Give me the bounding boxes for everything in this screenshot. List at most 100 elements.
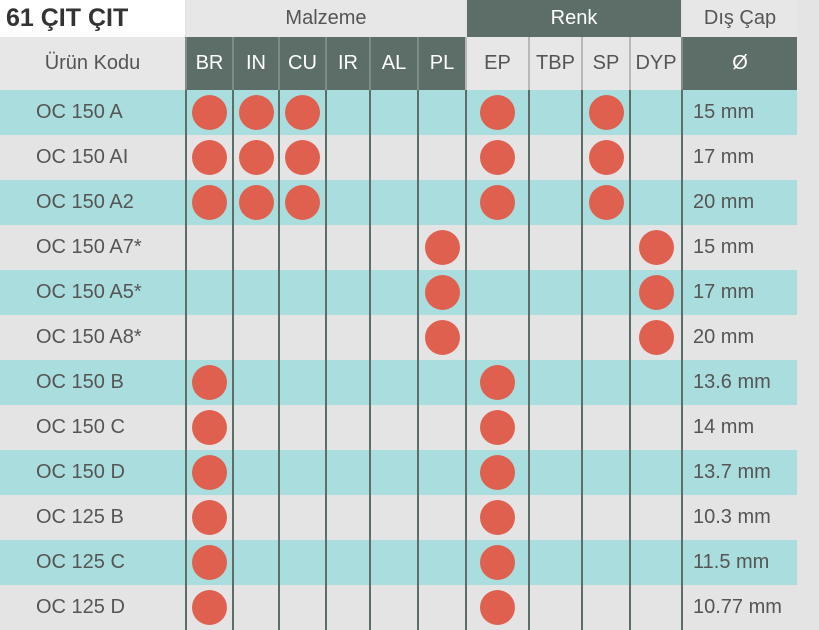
availability-dot-icon xyxy=(285,95,320,130)
row-code: OC 150 AI xyxy=(0,135,185,180)
col-header-ir: IR xyxy=(325,37,369,90)
cell-ir xyxy=(325,405,369,450)
cell-cu xyxy=(278,315,325,360)
availability-dot-icon xyxy=(192,500,227,535)
cell-in xyxy=(232,135,278,180)
availability-dot-icon xyxy=(192,185,227,220)
cell-ir xyxy=(325,90,369,135)
availability-dot-icon xyxy=(238,140,274,175)
availability-dot-icon xyxy=(638,230,674,265)
cell-sp xyxy=(581,180,629,225)
cell-al xyxy=(369,585,417,630)
cell-in xyxy=(232,360,278,405)
cell-cu xyxy=(278,405,325,450)
cell-sp xyxy=(581,135,629,180)
cell-al xyxy=(369,135,417,180)
cell-tbp xyxy=(528,405,581,450)
row-diameter: 10.77 mm xyxy=(681,585,797,630)
cell-pl xyxy=(417,225,465,270)
availability-dot-icon xyxy=(638,275,674,310)
cell-ir xyxy=(325,180,369,225)
availability-dot-icon xyxy=(588,185,624,220)
cell-ir xyxy=(325,585,369,630)
cell-sp xyxy=(581,270,629,315)
cell-pl xyxy=(417,405,465,450)
cell-cu xyxy=(278,90,325,135)
cell-cu xyxy=(278,270,325,315)
dis-cap-header: Dış Çap xyxy=(681,0,797,37)
cell-cu xyxy=(278,585,325,630)
row-code: OC 150 A5* xyxy=(0,270,185,315)
row-code: OC 125 B xyxy=(0,495,185,540)
row-diameter: 17 mm xyxy=(681,270,797,315)
row-code: OC 150 D xyxy=(0,450,185,495)
availability-dot-icon xyxy=(480,185,515,220)
malzeme-group-header: Malzeme xyxy=(185,0,465,37)
cell-tbp xyxy=(528,585,581,630)
col-header-tbp: TBP xyxy=(528,37,581,90)
availability-dot-icon xyxy=(192,590,227,625)
cell-al xyxy=(369,540,417,585)
availability-dot-icon xyxy=(238,185,274,220)
cell-cu xyxy=(278,180,325,225)
cell-br xyxy=(185,270,232,315)
cell-ir xyxy=(325,225,369,270)
cell-sp xyxy=(581,450,629,495)
availability-dot-icon xyxy=(588,140,624,175)
cell-al xyxy=(369,450,417,495)
availability-dot-icon xyxy=(480,545,515,580)
cell-tbp xyxy=(528,315,581,360)
availability-dot-icon xyxy=(192,410,227,445)
cell-sp xyxy=(581,540,629,585)
cell-ep xyxy=(465,585,528,630)
col-header-br: BR xyxy=(185,37,232,90)
cell-dyp xyxy=(629,450,681,495)
cell-pl xyxy=(417,495,465,540)
cell-br xyxy=(185,135,232,180)
cell-ep xyxy=(465,540,528,585)
cell-cu xyxy=(278,540,325,585)
availability-dot-icon xyxy=(192,365,227,400)
cell-ep xyxy=(465,360,528,405)
row-diameter: 20 mm xyxy=(681,315,797,360)
cell-in xyxy=(232,495,278,540)
cell-br xyxy=(185,495,232,540)
availability-dot-icon xyxy=(192,545,227,580)
availability-dot-icon xyxy=(424,230,460,265)
cell-in xyxy=(232,405,278,450)
cell-in xyxy=(232,540,278,585)
availability-dot-icon xyxy=(480,590,515,625)
cell-dyp xyxy=(629,90,681,135)
cell-tbp xyxy=(528,135,581,180)
cell-ir xyxy=(325,495,369,540)
availability-dot-icon xyxy=(238,95,274,130)
cell-ep xyxy=(465,315,528,360)
row-code: OC 150 C xyxy=(0,405,185,450)
cell-tbp xyxy=(528,225,581,270)
cell-dyp xyxy=(629,270,681,315)
availability-dot-icon xyxy=(424,320,460,355)
cell-al xyxy=(369,495,417,540)
cell-br xyxy=(185,180,232,225)
cell-tbp xyxy=(528,450,581,495)
cell-dyp xyxy=(629,405,681,450)
cell-ir xyxy=(325,360,369,405)
cell-tbp xyxy=(528,90,581,135)
cell-dyp xyxy=(629,585,681,630)
row-diameter: 17 mm xyxy=(681,135,797,180)
row-diameter: 11.5 mm xyxy=(681,540,797,585)
col-header-dyp: DYP xyxy=(629,37,681,90)
cell-br xyxy=(185,405,232,450)
cell-cu xyxy=(278,450,325,495)
col-header-sp: SP xyxy=(581,37,629,90)
cell-pl xyxy=(417,450,465,495)
cell-ir xyxy=(325,270,369,315)
availability-dot-icon xyxy=(480,500,515,535)
cell-ep xyxy=(465,90,528,135)
cell-br xyxy=(185,90,232,135)
renk-group-header: Renk xyxy=(465,0,681,37)
cell-br xyxy=(185,450,232,495)
availability-dot-icon xyxy=(192,140,227,175)
cell-cu xyxy=(278,495,325,540)
